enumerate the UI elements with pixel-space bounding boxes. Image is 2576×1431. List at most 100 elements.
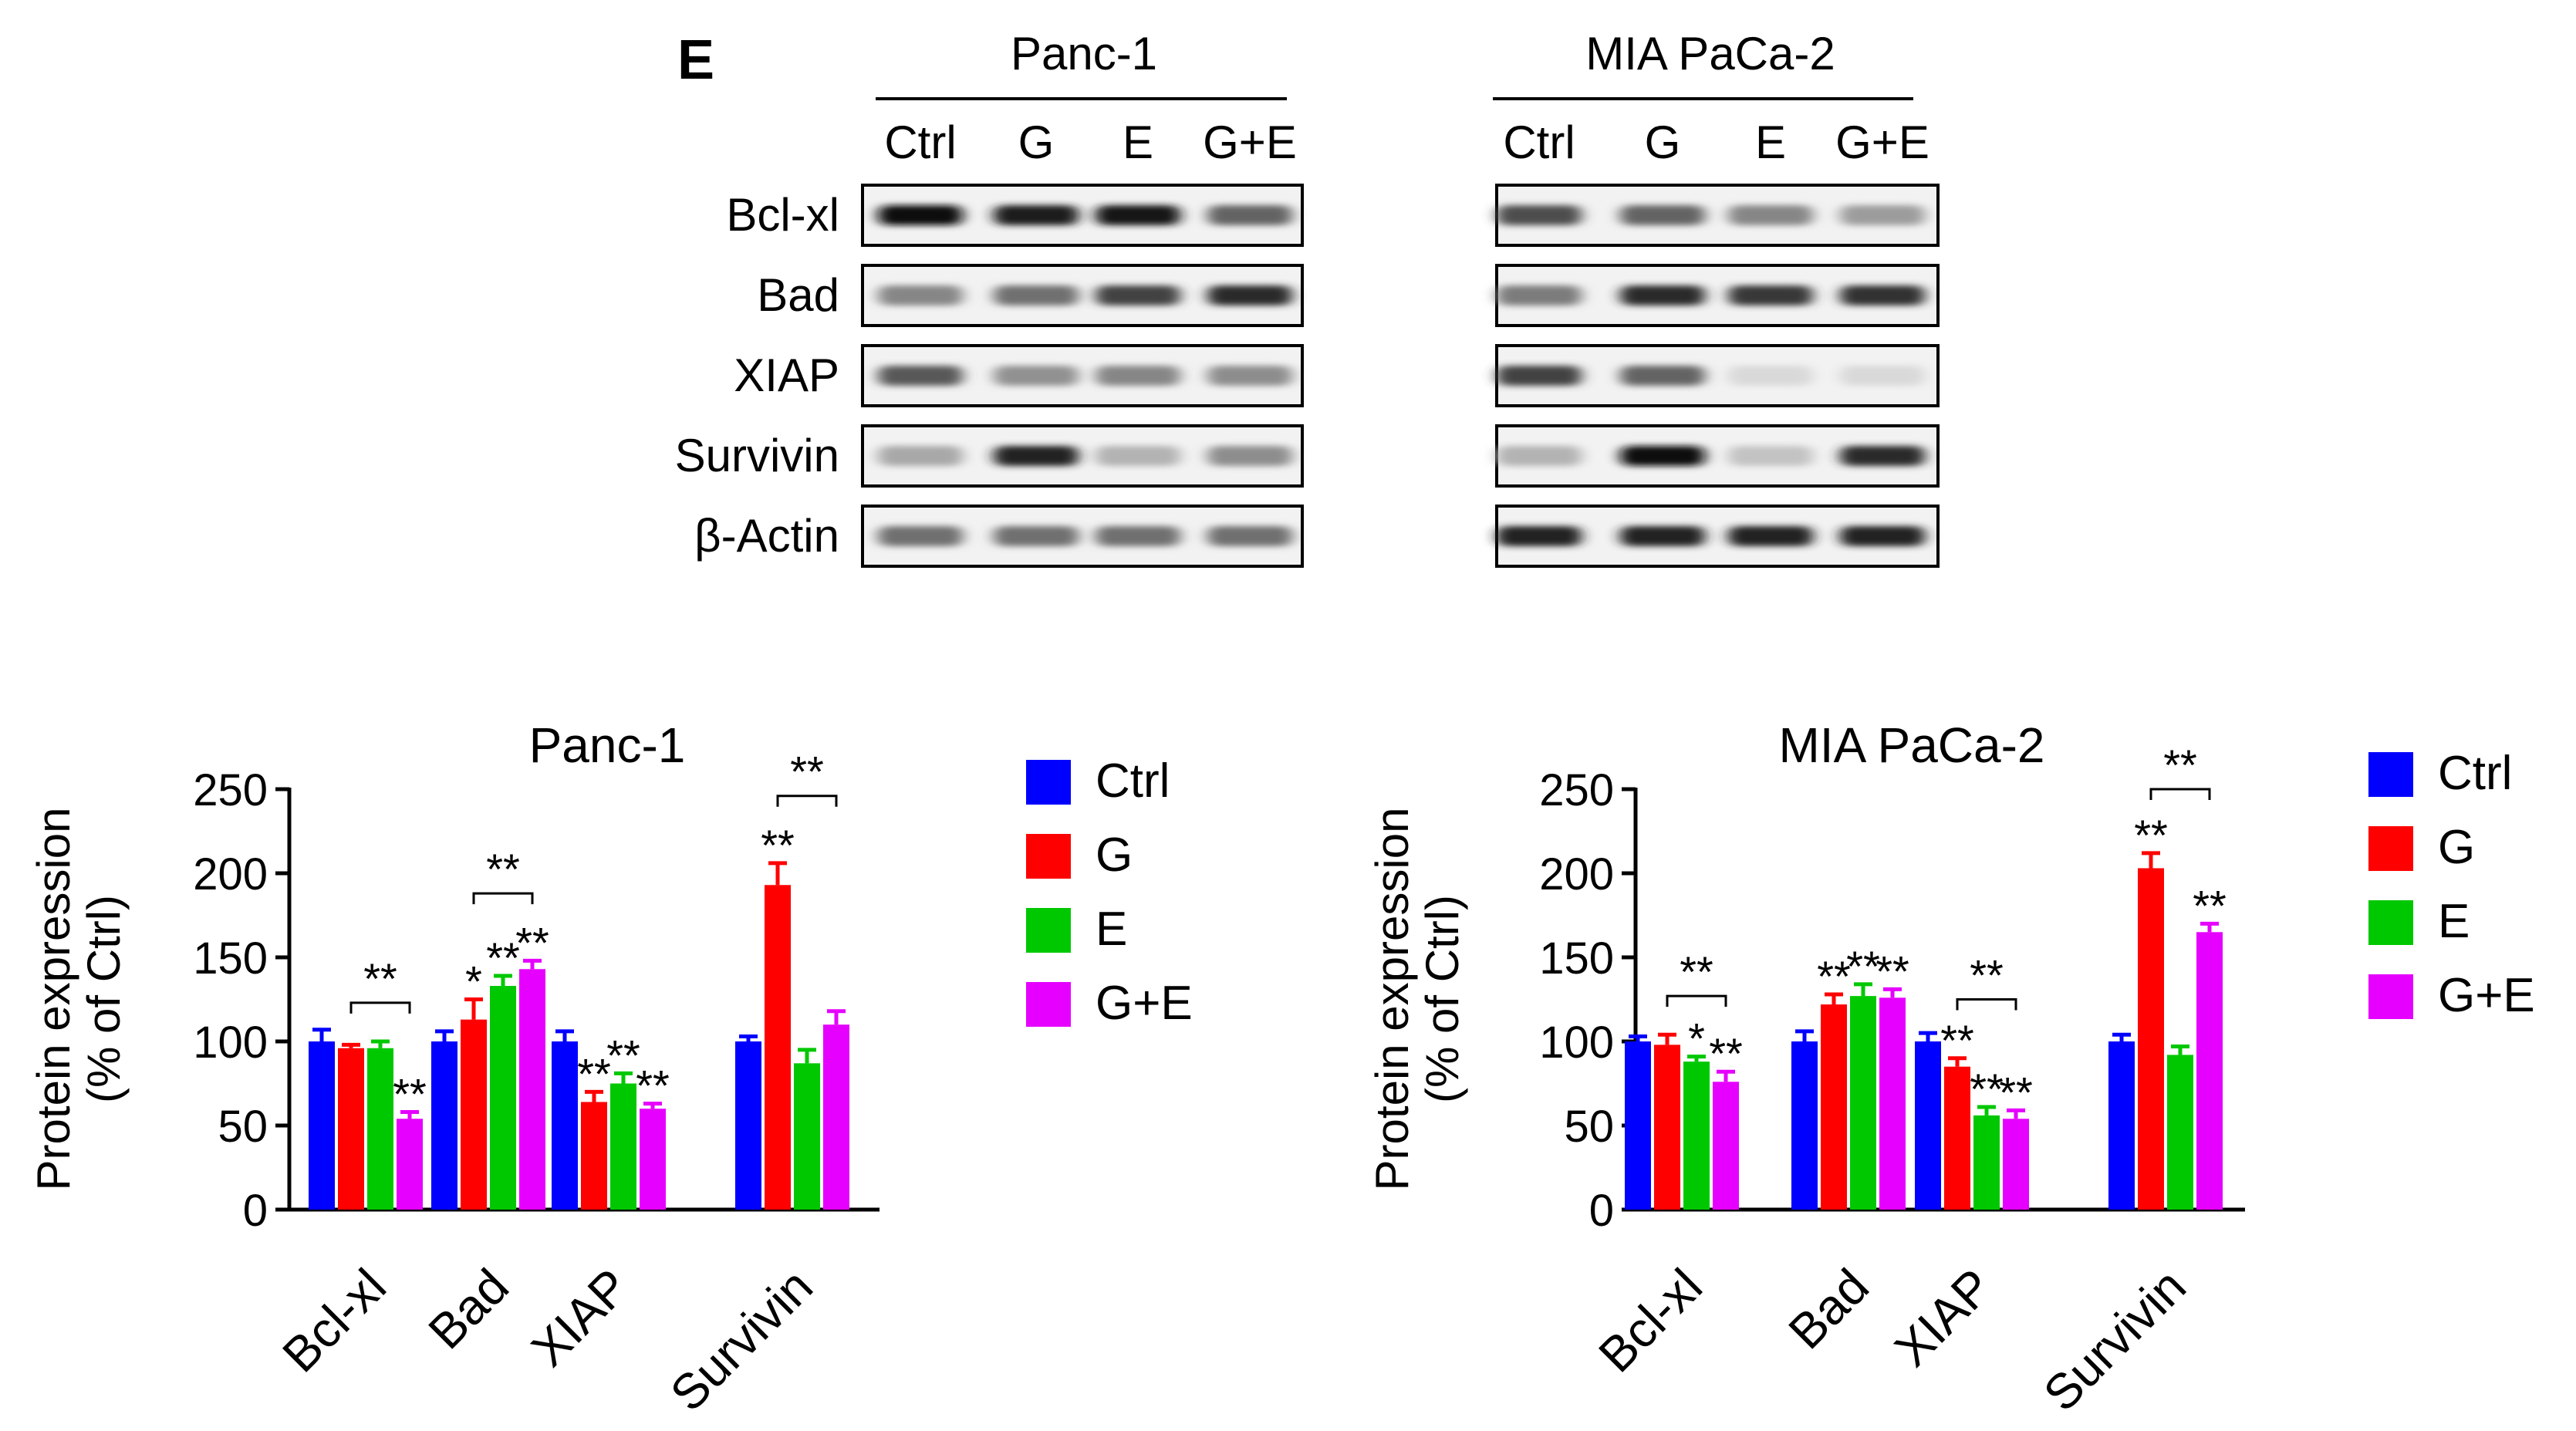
western-blot-panels: Panc-1 Ctrl G E G+E Bcl-xl Bad XIAP Survivin β-Ac… [675,28,1940,568]
y-axis-label-unit: (% of Ctrl) [1416,895,1468,1103]
blot-band [1207,366,1292,386]
bar-g-e-xiap [640,1109,666,1210]
x-tick-label-bcl-xl: Bcl-xl [1588,1258,1713,1383]
bar-ctrl-bcl-xl [1625,1041,1651,1210]
bar-e-xiap [610,1083,636,1210]
x-tick-label-survivin: Survivin [2033,1258,2196,1422]
significance-marker: ** [1875,947,1909,995]
significance-bracket [1956,998,2017,1011]
bar-ctrl-survivin [735,1041,761,1210]
bracket-label: ** [1680,947,1713,996]
blot-band [1497,526,1582,546]
significance-marker: ** [1817,952,1851,1001]
legend-swatch-ctrl [1026,760,1071,805]
lane-label-ctrl: Ctrl [1503,116,1575,168]
y-tick-label: 50 [218,1102,268,1152]
legend-swatch-g-e [1026,982,1071,1027]
significance-bracket [776,795,838,807]
significance-bracket [2149,788,2211,800]
bar-chart-panc1: Panc-1 Protein expression(% of Ctrl) 0 50 10… [28,717,1193,1422]
bar-e-xiap [1973,1115,2000,1210]
lane-label-e: E [1755,116,1786,168]
blot-band [1207,285,1292,305]
blot-band [878,526,963,546]
bracket-label: ** [790,748,824,796]
bar-g-xiap [581,1102,607,1210]
bar-g-e-bad [1879,997,1906,1210]
y-tick-label: 100 [193,1018,268,1068]
legend-swatch-g [2368,826,2413,871]
y-tick-label: 250 [1539,765,1614,815]
legend-label-g: G [2438,821,2475,874]
blot-band [878,446,963,466]
bar-ctrl-bad [1791,1041,1818,1210]
significance-marker: ** [636,1061,670,1110]
bar-g-e-bcl-xl [1713,1082,1739,1210]
blot-band [1207,526,1292,546]
bar-g-bcl-xl [1654,1045,1680,1210]
blot-row-label: Bad [757,269,839,321]
bar-ctrl-xiap [1915,1041,1941,1210]
bar-g-survivin [765,885,791,1210]
blot-band [994,526,1079,546]
x-tick-label-xiap: XIAP [1884,1258,2003,1377]
bracket-label: ** [486,845,520,893]
blot-band [1728,366,1813,386]
significance-bracket [349,1001,411,1014]
bar-ctrl-xiap [552,1041,578,1210]
blot-band [994,366,1079,386]
blot-band [1728,446,1813,466]
chart-title: MIA PaCa-2 [1778,717,2044,773]
blot-band [994,285,1079,305]
blot-band [878,366,963,386]
y-tick-label: 200 [193,849,268,899]
blot-band [1207,446,1292,466]
blot-band [1497,446,1582,466]
significance-marker: ** [1846,942,1880,991]
y-axis-label: Protein expression [28,808,79,1191]
blot-band [1096,285,1180,305]
blot-title: Panc-1 [1011,28,1157,79]
legend-label-e: E [1096,903,1127,956]
blot-band [1840,366,1925,386]
blot-band [994,446,1079,466]
significance-marker: ** [761,821,795,869]
blot-band [1207,205,1292,225]
bracket-label: ** [1970,951,2004,1000]
blot-band [1728,205,1813,225]
blot-band [1840,526,1925,546]
panel-label: E [677,29,714,91]
legend-label-g-e: G+E [2438,969,2535,1022]
blot-row-label: Survivin [675,430,839,481]
bracket-label: ** [363,954,397,1003]
y-axis-label-unit: (% of Ctrl) [78,895,130,1103]
blot-band [1840,285,1925,305]
significance-marker: ** [393,1070,427,1119]
blot-row-label: XIAP [734,349,839,401]
significance-marker: ** [1970,1065,2004,1113]
blot-band [1728,285,1813,305]
blot-band [1620,526,1705,546]
significance-marker: ** [1940,1016,1974,1065]
bracket-label: ** [2163,741,2197,789]
blot-panc-1: Panc-1 Ctrl G E G+E [861,28,1304,568]
blot-band [1096,205,1180,225]
bar-e-bad [490,986,516,1210]
significance-marker: * [465,957,482,1006]
legend-label-g: G [1096,829,1133,882]
blot-band [1620,446,1705,466]
lane-label-g: G [1645,116,1681,168]
blot-band [1840,446,1925,466]
bar-e-bad [1850,996,1876,1210]
y-axis-label: Protein expression [1366,808,1418,1191]
blot-band [994,205,1079,225]
x-tick-label-bcl-xl: Bcl-xl [272,1258,397,1383]
significance-marker: ** [2193,881,2227,930]
y-tick-label: 250 [193,765,268,815]
lane-label-e: E [1123,116,1153,168]
bar-e-survivin [794,1063,820,1210]
bar-ctrl-bad [431,1041,457,1210]
bar-e-bcl-xl [367,1048,393,1210]
blot-band [1497,285,1582,305]
